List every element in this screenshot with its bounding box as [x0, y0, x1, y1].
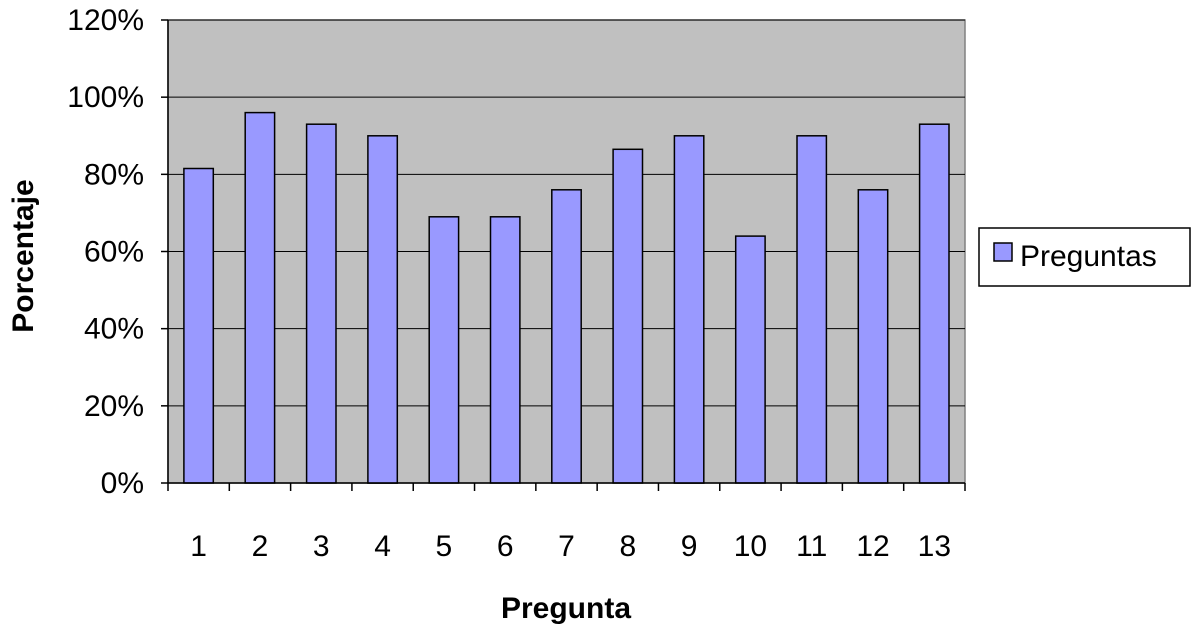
- bar: [305, 123, 337, 484]
- x-tick-labels: 1 2 3 4 5 6 7 8 9 10 11 12 13: [190, 530, 951, 563]
- x-tick-label: 6: [497, 530, 514, 563]
- legend: Preguntas: [978, 227, 1191, 287]
- x-tick-label: 2: [252, 530, 269, 563]
- y-tick-label: 0%: [101, 467, 144, 500]
- bar: [428, 216, 460, 484]
- legend-swatch: [993, 242, 1013, 262]
- bar: [612, 148, 644, 484]
- x-tick-label: 12: [856, 530, 889, 563]
- bar: [551, 189, 582, 484]
- x-tick-label: 10: [734, 530, 767, 563]
- x-tick-label: 4: [374, 530, 391, 563]
- bars: [183, 111, 950, 484]
- bar: [918, 123, 950, 484]
- x-tick-label: 1: [190, 530, 207, 563]
- x-axis-title: Pregunta: [501, 592, 631, 625]
- y-tick-label: 40%: [84, 313, 144, 346]
- bar: [734, 235, 766, 484]
- legend-label: Preguntas: [1020, 240, 1157, 273]
- bar: [857, 189, 889, 484]
- bar: [489, 216, 521, 484]
- bar: [244, 111, 276, 484]
- bar: [673, 135, 705, 484]
- bar: [183, 167, 215, 484]
- x-tick-label: 11: [796, 530, 827, 563]
- x-tick-label: 3: [313, 530, 330, 563]
- y-tick-label: 60%: [84, 236, 144, 269]
- y-tick-label: 20%: [84, 390, 144, 423]
- x-tick-label: 5: [436, 530, 453, 563]
- axes: [161, 19, 966, 491]
- y-tick-labels: 0% 20% 40% 60% 80% 100% 120%: [67, 4, 144, 500]
- gridlines: [168, 19, 965, 407]
- x-tick-label: 7: [558, 530, 575, 563]
- legend-frame: [978, 227, 1191, 287]
- y-tick-label: 100%: [67, 81, 144, 114]
- bar: [367, 135, 399, 484]
- x-tick-label: 9: [681, 530, 698, 563]
- x-tick-label: 13: [918, 530, 951, 563]
- y-axis-title: Porcentaje: [7, 179, 40, 332]
- bar: [796, 135, 828, 484]
- y-tick-label: 120%: [67, 4, 144, 37]
- y-tick-label: 80%: [84, 158, 144, 191]
- x-tick-label: 8: [619, 530, 636, 563]
